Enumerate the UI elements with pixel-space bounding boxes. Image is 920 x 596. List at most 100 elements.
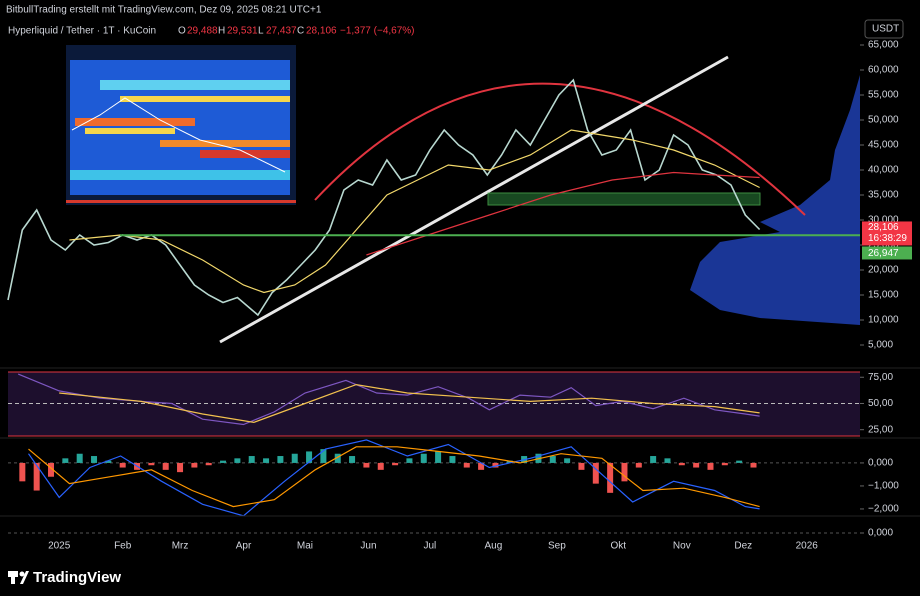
y-tick-label: 55,000	[868, 90, 899, 101]
histogram-bar	[91, 456, 98, 463]
y-tick-label: 45,000	[868, 140, 899, 151]
x-tick-label: Mai	[297, 541, 313, 552]
y-tick-label: 0,000	[868, 458, 893, 469]
histogram-bar	[320, 449, 327, 463]
series-line	[69, 129, 760, 294]
ohlc-label: H	[218, 26, 225, 37]
y-tick-label: 0,000	[868, 528, 893, 539]
histogram-bar	[248, 456, 255, 463]
histogram-bar	[148, 462, 155, 466]
histogram-bar	[349, 456, 356, 463]
price-tag-label: 28,106	[868, 222, 899, 233]
x-tick-label: 2026	[796, 541, 819, 552]
y-tick-label: 10,000	[868, 315, 899, 326]
histogram-bar	[334, 453, 341, 463]
x-tick-label: 2025	[48, 541, 71, 552]
y-tick-label: 75,00	[868, 372, 893, 383]
histogram-bar	[750, 462, 757, 468]
ohlc-value: 27,437	[266, 26, 297, 37]
y-tick-label: 5,000	[868, 340, 893, 351]
y-tick-label: 15,000	[868, 290, 899, 301]
histogram-bar	[291, 453, 298, 463]
ohlc-value: 29,488	[187, 26, 218, 37]
histogram-bar	[119, 462, 126, 468]
histogram-bar	[234, 458, 241, 463]
credit: BitbullTrading erstellt mit TradingView.…	[6, 5, 322, 16]
series-line	[366, 171, 760, 256]
histogram-bar	[177, 462, 184, 473]
histogram-bar	[449, 456, 456, 463]
change: −1,377 (−4,67%)	[340, 26, 415, 37]
histogram-bar	[506, 460, 513, 463]
histogram-bar	[678, 462, 685, 466]
histogram-bar	[377, 462, 384, 470]
histogram-bar	[707, 462, 714, 470]
histogram-bar	[578, 462, 585, 470]
arc-annotation	[314, 82, 806, 216]
x-tick-label: Jun	[360, 541, 376, 552]
series-line	[28, 439, 760, 517]
histogram-bar	[162, 462, 169, 470]
histogram-bar	[392, 462, 399, 466]
histogram-bar	[635, 462, 642, 468]
histogram-bar	[435, 451, 442, 463]
histogram-bar	[306, 451, 313, 463]
x-tick-label: Aug	[484, 541, 502, 552]
level-tag	[862, 246, 912, 260]
y-tick-label: 40,000	[868, 165, 899, 176]
y-tick-label: 35,000	[868, 190, 899, 201]
x-tick-label: Mrz	[172, 541, 189, 552]
histogram-bar	[621, 462, 628, 482]
rsi-band	[8, 372, 860, 436]
currency: USDT	[872, 24, 899, 35]
histogram-bar	[478, 462, 485, 470]
histogram-bar	[463, 462, 470, 468]
series-line	[7, 78, 761, 317]
histogram-bar	[492, 462, 499, 468]
histogram-bar	[607, 462, 614, 493]
ohlc-value: 29,531	[227, 26, 258, 37]
y-tick-label: 60,000	[868, 65, 899, 76]
histogram-bar	[105, 460, 112, 463]
y-tick-label: 20,000	[868, 265, 899, 276]
ohlc-label: C	[297, 26, 304, 37]
x-tick-label: Okt	[611, 541, 627, 552]
histogram-bar	[363, 462, 370, 468]
histogram-bar	[220, 460, 227, 463]
histogram-bar	[721, 462, 728, 466]
y-tick-label: 25,00	[868, 424, 893, 435]
histogram-bar	[564, 458, 571, 463]
ohlc-label: L	[258, 26, 264, 37]
histogram-bar	[33, 462, 40, 491]
histogram-bar	[263, 458, 270, 463]
inset-heatmap	[66, 45, 296, 205]
histogram-bar	[277, 456, 284, 463]
y-tick-label: 50,000	[868, 115, 899, 126]
histogram-bar	[664, 458, 671, 463]
x-tick-label: Sep	[548, 541, 566, 552]
histogram-bar	[650, 456, 657, 463]
x-tick-label: Dez	[734, 541, 752, 552]
histogram-bar	[420, 453, 427, 463]
ohlc-label: O	[178, 26, 186, 37]
x-tick-label: Jul	[424, 541, 437, 552]
ohlc-value: 28,106	[306, 26, 337, 37]
y-tick-label: −2,000	[868, 504, 899, 515]
trend-line	[219, 55, 729, 344]
symbol: Hyperliquid / Tether · 1T · KuCoin	[8, 26, 156, 37]
y-tick-label: 50,00	[868, 398, 893, 409]
histogram-bar	[549, 456, 556, 463]
level-tag-label: 26,947	[868, 248, 899, 259]
currency-box	[864, 19, 904, 39]
series-line	[17, 373, 760, 426]
series-line	[59, 383, 760, 424]
x-tick-label: Feb	[114, 541, 132, 552]
volume-profile	[690, 75, 860, 325]
x-tick-label: Nov	[673, 541, 691, 552]
series-line	[28, 446, 760, 508]
histogram-bar	[191, 462, 198, 468]
histogram-bar	[19, 462, 26, 482]
histogram-bar	[76, 453, 83, 463]
histogram-bar	[205, 462, 212, 466]
countdown: 16:38:29	[868, 233, 907, 244]
